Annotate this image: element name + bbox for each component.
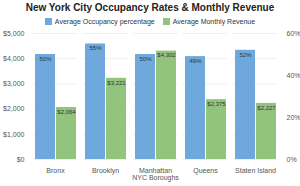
svg-text:49%: 49% <box>189 58 202 64</box>
svg-text:50%: 50% <box>139 56 152 62</box>
svg-text:Manhattan: Manhattan <box>139 167 172 175</box>
svg-text:$4,000: $4,000 <box>3 55 25 62</box>
svg-text:60%: 60% <box>287 30 300 37</box>
svg-text:$3,000: $3,000 <box>3 80 25 87</box>
svg-text:$5,000: $5,000 <box>3 30 25 37</box>
html-text:New York City Occupancy Rates: New York City Occupancy Rates & Monthly … <box>25 2 275 13</box>
html-text:Average Occupancy percentage: Average Occupancy percentage <box>54 17 155 25</box>
svg-text:Bronx: Bronx <box>46 167 65 174</box>
svg-text:$3,221: $3,221 <box>107 80 126 86</box>
svg-text:$0: $0 <box>17 156 25 163</box>
svg-text:$4,302: $4,302 <box>157 52 176 58</box>
svg-text:55%: 55% <box>89 45 102 51</box>
svg-text:Brooklyn: Brooklyn <box>92 167 119 175</box>
svg-text:$2,375: $2,375 <box>207 101 226 107</box>
svg-text:Queens: Queens <box>193 167 218 175</box>
svg-text:NYC Boroughs: NYC Boroughs <box>132 174 179 182</box>
svg-text:$1,000: $1,000 <box>3 131 25 138</box>
svg-text:40%: 40% <box>287 72 300 79</box>
svg-text:Staten Island: Staten Island <box>235 167 276 174</box>
svg-text:$2,000: $2,000 <box>3 105 25 112</box>
svg-text:0%: 0% <box>287 156 297 163</box>
svg-text:50%: 50% <box>39 56 52 62</box>
html-text:Average Monthly Revenue: Average Monthly Revenue <box>172 17 256 25</box>
svg-text:20%: 20% <box>287 114 300 121</box>
svg-text:$2,227: $2,227 <box>257 105 276 111</box>
svg-text:$2,064: $2,064 <box>57 109 76 115</box>
svg-text:52%: 52% <box>239 52 252 58</box>
